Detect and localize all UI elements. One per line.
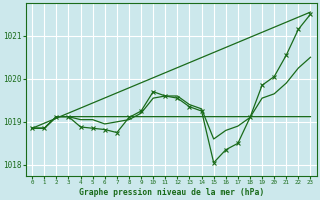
X-axis label: Graphe pression niveau de la mer (hPa): Graphe pression niveau de la mer (hPa) [79, 188, 264, 197]
